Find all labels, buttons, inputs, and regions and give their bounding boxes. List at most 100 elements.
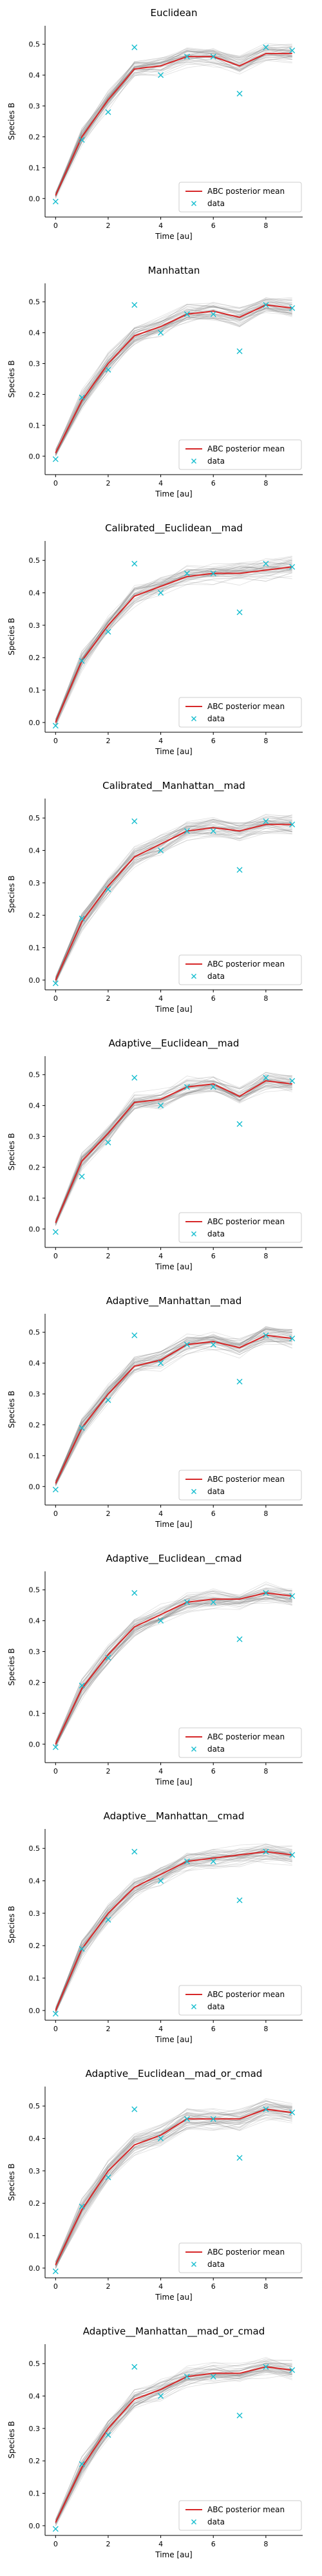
posterior-sample-line [55, 301, 292, 451]
posterior-sample-line [55, 1857, 292, 2014]
posterior-sample-line [55, 569, 292, 723]
data-point-marker [52, 1486, 59, 1493]
posterior-sample-line [55, 1083, 292, 1226]
posterior-sample-line [55, 1852, 292, 2009]
posterior-sample-line [55, 2363, 292, 2523]
posterior-sample-line [55, 304, 292, 453]
posterior-sample-line [55, 1596, 292, 1745]
legend-label: data [207, 457, 225, 466]
data-point-marker [105, 366, 111, 373]
x-tick-label: 0 [53, 1252, 58, 1260]
data-point-marker [236, 1636, 243, 1642]
data-point-marker [236, 1121, 243, 1127]
data-point-marker [184, 1858, 190, 1864]
x-axis-label: Time [au] [155, 2550, 193, 2559]
data-point-marker [158, 590, 164, 596]
legend-box [178, 1985, 302, 2016]
y-axis-label: Species B [7, 1648, 16, 1685]
posterior-sample-line [55, 1082, 292, 1224]
y-tick-label: 0.3 [29, 621, 41, 630]
posterior-sample-line [55, 1083, 292, 1224]
posterior-sample-line [55, 310, 292, 457]
data-point-marker [289, 1335, 296, 1341]
y-tick-label: 0.5 [29, 1844, 41, 1853]
chart-panel-1: Euclidean 0.0 0.1 0.2 0.3 0.4 0.5 0 2 4 6 8 Time [au… [7, 7, 303, 241]
posterior-sample-line [55, 2371, 292, 2524]
posterior-sample-line [55, 571, 292, 725]
data-point-marker [105, 109, 111, 115]
x-tick-label: 8 [263, 994, 268, 1003]
posterior-sample-line [55, 307, 292, 456]
posterior-sample-line [55, 1589, 292, 1744]
posterior-sample-line [55, 1329, 292, 1483]
legend-label: data [207, 1745, 225, 1754]
posterior-sample-line [55, 1581, 292, 1743]
posterior-sample-line [55, 45, 292, 194]
chart-panel-2: Manhattan 0.0 0.1 0.2 0.3 0.4 0.5 0 2 4 6 8 Time [au… [7, 265, 303, 498]
posterior-sample-line [55, 308, 292, 455]
legend-marker-swatch [191, 2262, 196, 2267]
posterior-sample-line [55, 308, 292, 453]
posterior-sample-line [55, 1855, 292, 2012]
posterior-sample-line [55, 1329, 292, 1481]
posterior-sample-line [55, 1857, 292, 2012]
legend-label: data [207, 1229, 225, 1238]
data-point-marker [184, 570, 190, 576]
posterior-sample-line [55, 53, 292, 194]
legend-label: ABC posterior mean [207, 1217, 285, 1226]
data-point-marker [289, 2367, 296, 2373]
posterior-sample-line [55, 2111, 292, 2269]
data-point-marker [236, 609, 243, 616]
x-axis-label: Time [au] [155, 2293, 193, 2302]
posterior-sample-line [55, 2108, 292, 2266]
posterior-sample-line [55, 1859, 292, 2013]
posterior-sample-line [55, 826, 292, 982]
posterior-sample-line [55, 2367, 292, 2523]
posterior-sample-line [55, 1596, 292, 1745]
posterior-sample-line [55, 302, 292, 450]
posterior-sample-line [55, 1854, 292, 2012]
posterior-sample-line [55, 2109, 292, 2266]
x-tick-label: 0 [53, 737, 58, 745]
posterior-sample-line [55, 2371, 292, 2526]
legend-label: ABC posterior mean [207, 2505, 285, 2514]
x-tick-label: 0 [53, 479, 58, 488]
posterior-sample-line [55, 53, 292, 198]
posterior-sample-line [55, 564, 292, 721]
x-tick-label: 8 [263, 2025, 268, 2033]
x-axis-label: Time [au] [155, 2035, 193, 2044]
posterior-sample-line [55, 2105, 292, 2263]
legend-marker-swatch [191, 2004, 196, 2009]
posterior-sample-line [55, 828, 292, 983]
y-tick-label: 0.0 [29, 1740, 41, 1748]
posterior-sample-line [55, 2101, 292, 2265]
legend-marker-swatch [191, 974, 196, 979]
chart-panel-3: Calibrated__Euclidean__mad 0.0 0.1 0.2 0.3 0.… [7, 522, 303, 756]
data-point-marker [236, 2412, 243, 2419]
y-tick-label: 0.1 [29, 1452, 41, 1460]
x-axis-label: Time [au] [155, 1005, 193, 1014]
data-point-marker [158, 1878, 164, 1884]
posterior-sample-line [55, 50, 292, 194]
data-point-marker [79, 2203, 85, 2210]
legend-box [178, 2242, 302, 2273]
legend-label: data [207, 2260, 225, 2269]
data-point-marker [52, 1229, 59, 1235]
posterior-sample-line [55, 832, 292, 981]
posterior-sample-line [55, 1326, 292, 1482]
posterior-sample-line [55, 55, 292, 196]
legend-label: data [207, 199, 225, 208]
posterior-sample-line [55, 308, 292, 454]
data-point-marker [131, 302, 138, 308]
y-tick-label: 0.4 [29, 329, 41, 337]
posterior-sample-line [55, 2360, 292, 2520]
posterior-sample-line [55, 2101, 292, 2262]
posterior-sample-line [55, 815, 292, 978]
y-tick-label: 0.4 [29, 71, 41, 80]
posterior-sample-line [55, 563, 292, 721]
posterior-sample-line [55, 817, 292, 980]
posterior-sample-line [55, 2108, 292, 2264]
data-point-marker [52, 198, 59, 205]
data-point-marker [79, 2461, 85, 2467]
y-axis-label: Species B [7, 1906, 16, 1943]
